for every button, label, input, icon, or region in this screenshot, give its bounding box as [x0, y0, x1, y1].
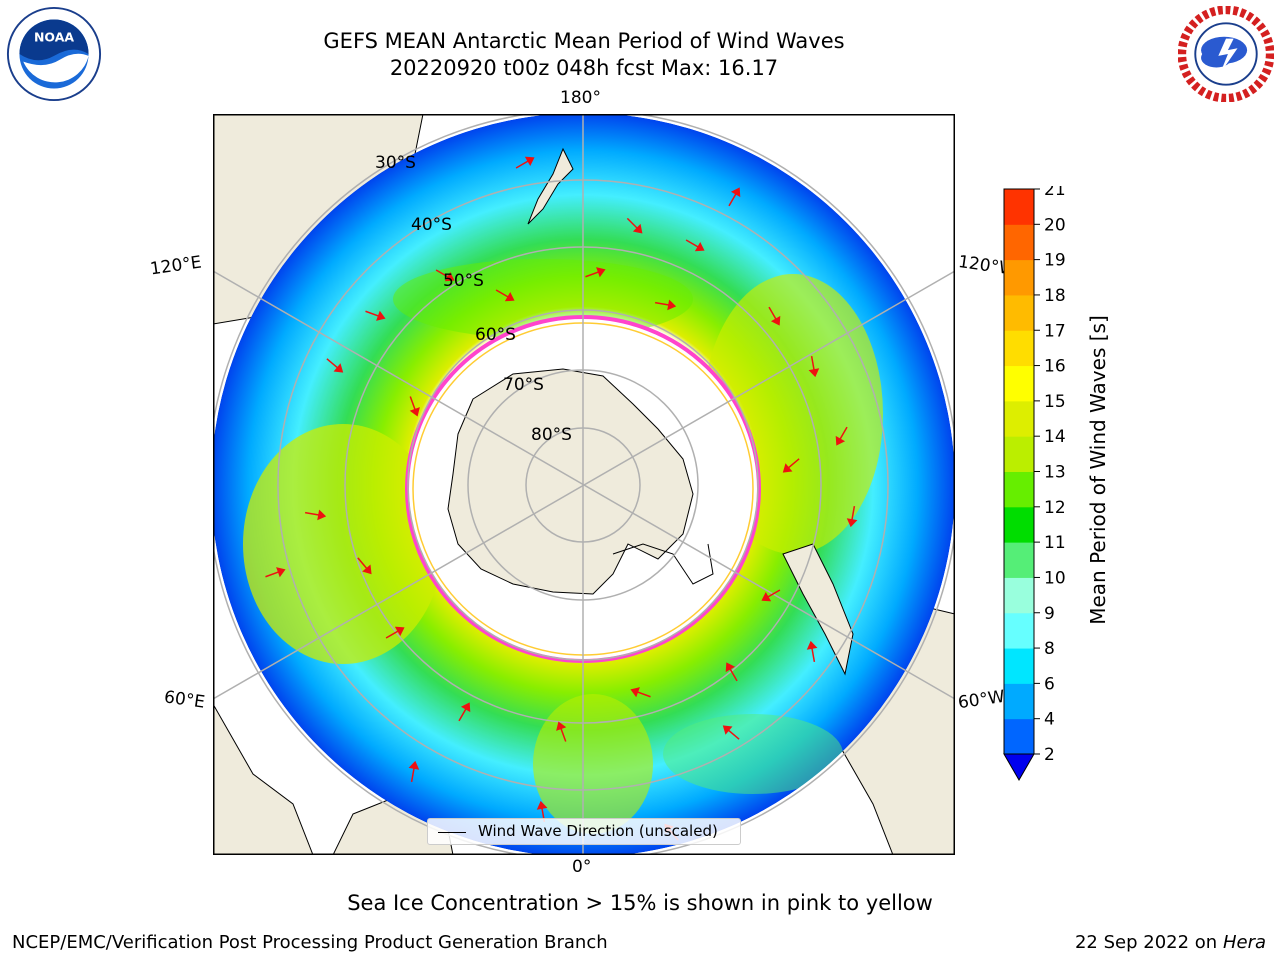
colorbar-tick-label: 17 — [1044, 321, 1066, 341]
colorbar-tick-label: 18 — [1044, 286, 1066, 306]
colorbar-segment — [1004, 542, 1034, 578]
lon-label-0: 0° — [572, 857, 592, 877]
nws-logo-icon — [1178, 6, 1274, 102]
lon-label-120e: 120°E — [148, 252, 203, 280]
lat-label-70s: 70°S — [503, 375, 544, 395]
credit-host: Hera — [1222, 932, 1266, 953]
colorbar-segment — [1004, 189, 1034, 225]
credit-date: 22 Sep 2022 on — [1074, 932, 1218, 953]
lat-label-50s: 50°S — [443, 271, 484, 291]
colorbar-tick-label: 11 — [1044, 533, 1066, 553]
colorbar-segment — [1004, 330, 1034, 367]
colorbar-tick-label: 14 — [1044, 427, 1066, 447]
colorbar-segment — [1004, 718, 1034, 755]
lat-label-60s: 60°S — [475, 325, 516, 345]
legend-line-icon — [438, 832, 466, 833]
colorbar-segment — [1004, 506, 1034, 543]
colorbar-tick-label: 2 — [1044, 745, 1055, 765]
colorbar-segment — [1004, 612, 1034, 649]
colorbar-segment — [1004, 400, 1034, 437]
colorbar-segment — [1004, 577, 1034, 614]
credit-right: 22 Sep 2022 on Hera — [1075, 932, 1266, 953]
lat-label-80s: 80°S — [531, 425, 572, 445]
colorbar-tick-label: 12 — [1044, 498, 1066, 518]
colorbar-segment — [1004, 471, 1034, 508]
colorbar-tick-label: 21 — [1044, 186, 1066, 200]
colorbar-tick-label: 15 — [1044, 392, 1066, 412]
colorbar-tick-label: 8 — [1044, 639, 1055, 659]
lon-label-60e: 60°E — [162, 687, 207, 713]
map-legend: Wind Wave Direction (unscaled) — [427, 818, 741, 845]
colorbar-tick-label: 4 — [1044, 710, 1055, 730]
footnote: Sea Ice Concentration > 15% is shown in … — [347, 891, 933, 915]
map-title: GEFS MEAN Antarctic Mean Period of Wind … — [323, 29, 845, 53]
colorbar-tick-label: 10 — [1044, 568, 1066, 588]
colorbar-tick-label: 9 — [1044, 604, 1055, 624]
colorbar-segment — [1004, 648, 1034, 684]
colorbar-segment — [1004, 259, 1034, 296]
colorbar-tick-label: 6 — [1044, 674, 1055, 694]
polar-map: 30°S 40°S 50°S 60°S 70°S 80°S — [213, 114, 955, 855]
colorbar: 2 4 6 8 9 10 11 12 13 14 15 16 17 18 19 20 21 — [1003, 186, 1066, 782]
colorbar-tick-label: 20 — [1044, 215, 1066, 235]
lat-label-30s: 30°S — [375, 153, 416, 173]
map-subtitle: 20220920 t00z 048h fcst Max: 16.17 — [389, 56, 779, 80]
colorbar-tick-label: 19 — [1044, 251, 1066, 271]
colorbar-segment — [1004, 294, 1034, 331]
credit-left: NCEP/EMC/Verification Post Processing Pr… — [12, 932, 608, 953]
noaa-logo-icon: NOAA — [6, 6, 102, 102]
colorbar-under-triangle — [1003, 753, 1035, 782]
lon-label-180: 180° — [560, 88, 601, 108]
colorbar-tick-label: 16 — [1044, 357, 1066, 377]
noaa-logo-text: NOAA — [34, 30, 74, 45]
colorbar-label: Mean Period of Wind Waves [s] — [1086, 315, 1110, 625]
colorbar-segment — [1004, 365, 1034, 402]
colorbar-tick-label: 13 — [1044, 463, 1066, 483]
lat-label-40s: 40°S — [411, 215, 452, 235]
colorbar-segment — [1004, 224, 1034, 261]
colorbar-segment — [1004, 683, 1034, 720]
colorbar-segment — [1004, 436, 1034, 472]
legend-label: Wind Wave Direction (unscaled) — [478, 822, 718, 840]
